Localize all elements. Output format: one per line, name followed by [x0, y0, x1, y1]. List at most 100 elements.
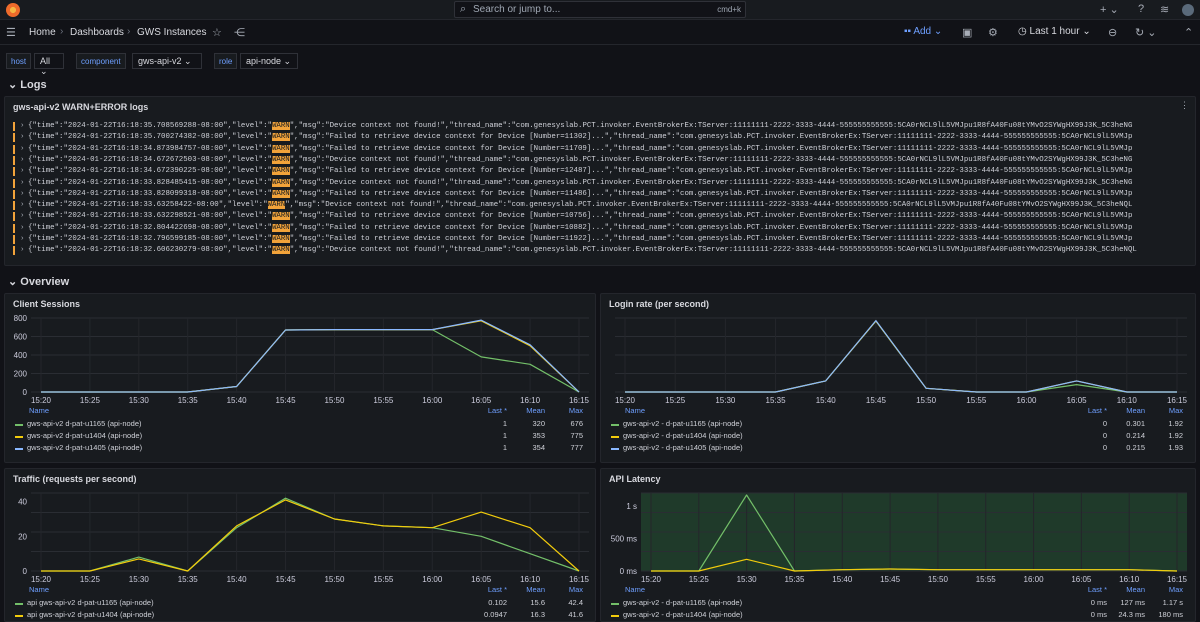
- y-tick-label: 500 ms: [611, 535, 637, 544]
- legend-mean-value: 127 ms: [1120, 598, 1145, 607]
- legend-header-last[interactable]: Last *: [1087, 585, 1107, 594]
- legend-series-name: gws-api-v2 - d-pat-u1405 (api-node): [623, 443, 743, 452]
- legend-last-value: 1: [502, 419, 507, 428]
- legend-series-name: gws-api-v2 - d-pat-u1165 (api-node): [623, 598, 743, 607]
- y-tick-label: 400: [14, 351, 28, 360]
- series-line: [625, 320, 1177, 393]
- x-tick-label: 15:45: [880, 575, 901, 584]
- collapse-icon[interactable]: ⌃: [1184, 27, 1194, 39]
- legend-series-name: gws-api-v2 d-pat-u1404 (api-node): [27, 431, 143, 440]
- search-shortcut: cmd+k: [717, 5, 741, 14]
- log-line[interactable]: › {"time":"2024-01-22T16:18:35.708569288-…: [5, 121, 1195, 132]
- chevron-right-icon[interactable]: ›: [20, 133, 25, 142]
- legend-mean-value: 0.214: [1126, 431, 1145, 440]
- x-tick-label: 15:35: [784, 575, 805, 584]
- chevron-right-icon[interactable]: ›: [20, 167, 25, 176]
- legend-header-last[interactable]: Last *: [1087, 406, 1107, 415]
- save-icon[interactable]: ▣: [962, 27, 973, 39]
- log-line[interactable]: › {"time":"2024-01-22T16:18:34.672672503-…: [5, 155, 1195, 166]
- x-tick-label: 15:30: [737, 575, 758, 584]
- log-line[interactable]: › {"time":"2024-01-22T16:18:33.63258422-0…: [5, 200, 1195, 211]
- share-icon[interactable]: ⋲: [234, 27, 245, 39]
- row-logs-header[interactable]: ⌄ Logs: [8, 79, 47, 91]
- legend-header-mean: Mean: [1126, 585, 1145, 594]
- x-tick-label: 15:50: [928, 575, 949, 584]
- legend-mean-value: 15.6: [530, 598, 545, 607]
- row-overview-header[interactable]: ⌄ Overview: [8, 276, 70, 288]
- series-line: [41, 320, 580, 393]
- log-line[interactable]: › {"time":"2024-01-22T16:18:32.796599185-…: [5, 234, 1195, 245]
- log-line[interactable]: › {"time":"2024-01-22T16:18:33.828099318-…: [5, 189, 1195, 200]
- x-tick-label: 15:20: [641, 575, 662, 584]
- search-input[interactable]: ⌕ Search or jump to... cmd+k: [454, 1, 746, 18]
- x-tick-label: 16:15: [569, 575, 590, 584]
- avatar[interactable]: [1182, 4, 1194, 16]
- x-tick-label: 15:55: [976, 575, 997, 584]
- legend-max-value: 1.17 s: [1162, 598, 1183, 607]
- news-icon[interactable]: ≋: [1160, 4, 1170, 16]
- chevron-right-icon[interactable]: ›: [20, 122, 25, 130]
- variable-role-select[interactable]: api-node ⌄: [240, 53, 298, 69]
- legend-last-value: 0.0947: [484, 610, 507, 619]
- grafana-logo-icon[interactable]: [6, 3, 20, 17]
- help-icon[interactable]: ?: [1138, 3, 1145, 15]
- series-color-marker: [15, 603, 23, 605]
- x-tick-label: 15:50: [916, 396, 937, 405]
- client-sessions-chart: 0 200 400 600 800 15:20 15:25 15:30 15:35 15:40 15…: [14, 314, 590, 405]
- legend-mean-value: 0.301: [1126, 419, 1145, 428]
- y-tick-label: 0: [23, 567, 28, 576]
- legend-max-value: 1.92: [1168, 419, 1183, 428]
- search-icon: ⌕: [460, 3, 467, 15]
- breadcrumb-home[interactable]: Home: [29, 27, 56, 38]
- x-tick-label: 16:05: [471, 396, 492, 405]
- new-menu-icon[interactable]: + ⌄: [1100, 4, 1119, 16]
- chevron-right-icon[interactable]: ›: [20, 235, 25, 243]
- panel-menu-icon[interactable]: ⋮: [1180, 100, 1189, 110]
- legend-max-value: 1.92: [1168, 431, 1183, 440]
- menu-icon[interactable]: ☰: [6, 27, 16, 39]
- legend-header-last[interactable]: Last *: [487, 406, 507, 415]
- log-line[interactable]: › {"time":"2024-01-22T16:18:33.828485415-…: [5, 178, 1195, 189]
- legend-header-max: Max: [568, 406, 583, 415]
- chevron-right-icon[interactable]: ›: [20, 201, 25, 210]
- series-color-marker: [611, 448, 619, 450]
- refresh-icon[interactable]: ↻ ⌄: [1135, 27, 1157, 39]
- settings-icon[interactable]: ⚙: [988, 27, 998, 39]
- chevron-right-icon[interactable]: ›: [20, 189, 25, 198]
- star-icon[interactable]: ☆: [212, 27, 222, 39]
- add-button[interactable]: ▪▪ Add ⌄: [904, 26, 943, 37]
- log-level-bar: [13, 155, 15, 165]
- variable-host-select[interactable]: All ⌄: [34, 53, 64, 76]
- x-tick-label: 15:30: [715, 396, 736, 405]
- log-level-bar: [13, 235, 15, 244]
- chevron-right-icon[interactable]: ›: [20, 212, 25, 221]
- log-text: {"time":"2024-01-22T16:18:34.672672503-0…: [28, 155, 1133, 164]
- log-level-bar: [13, 133, 15, 143]
- variable-component-select[interactable]: gws-api-v2 ⌄: [132, 53, 202, 69]
- x-tick-label: 15:45: [866, 396, 887, 405]
- x-tick-label: 16:10: [1119, 575, 1140, 584]
- chevron-right-icon[interactable]: ›: [20, 246, 25, 255]
- time-picker[interactable]: ◷ Last 1 hour ⌄: [1018, 26, 1091, 37]
- chevron-right-icon[interactable]: ›: [20, 178, 25, 187]
- chevron-right-icon[interactable]: ›: [20, 144, 25, 153]
- series-line: [41, 329, 580, 393]
- log-line[interactable]: › {"time":"2024-01-22T16:18:32.804422698-…: [5, 223, 1195, 234]
- log-line[interactable]: › {"time":"2024-01-22T16:18:34.873984757-…: [5, 144, 1195, 155]
- breadcrumb-dashboards[interactable]: Dashboards: [70, 27, 124, 38]
- log-line[interactable]: › {"time":"2024-01-22T16:18:33.632298521-…: [5, 211, 1195, 222]
- log-level-bar: [13, 189, 15, 199]
- zoom-out-icon[interactable]: ⊖: [1108, 27, 1118, 39]
- log-line[interactable]: › {"time":"2024-01-22T16:18:35.700274382-…: [5, 132, 1195, 143]
- log-line[interactable]: › {"time":"2024-01-22T16:18:32.606230279-…: [5, 245, 1195, 256]
- chevron-right-icon[interactable]: ›: [20, 223, 25, 232]
- chevron-right-icon[interactable]: ›: [20, 155, 25, 164]
- log-line[interactable]: › {"time":"2024-01-22T16:18:34.672390225-…: [5, 166, 1195, 177]
- legend-header-max: Max: [1168, 406, 1183, 415]
- legend-header-last[interactable]: Last *: [487, 585, 507, 594]
- series-line: [625, 320, 1177, 393]
- client-sessions-panel: Client Sessions 0 200 400 600 800 15:20 15:25 1…: [4, 293, 596, 463]
- variable-label: host: [6, 53, 32, 69]
- login-rate-panel: Login rate (per second) 15:20 15:25 15:30 1…: [600, 293, 1196, 463]
- series-color-marker: [15, 436, 23, 438]
